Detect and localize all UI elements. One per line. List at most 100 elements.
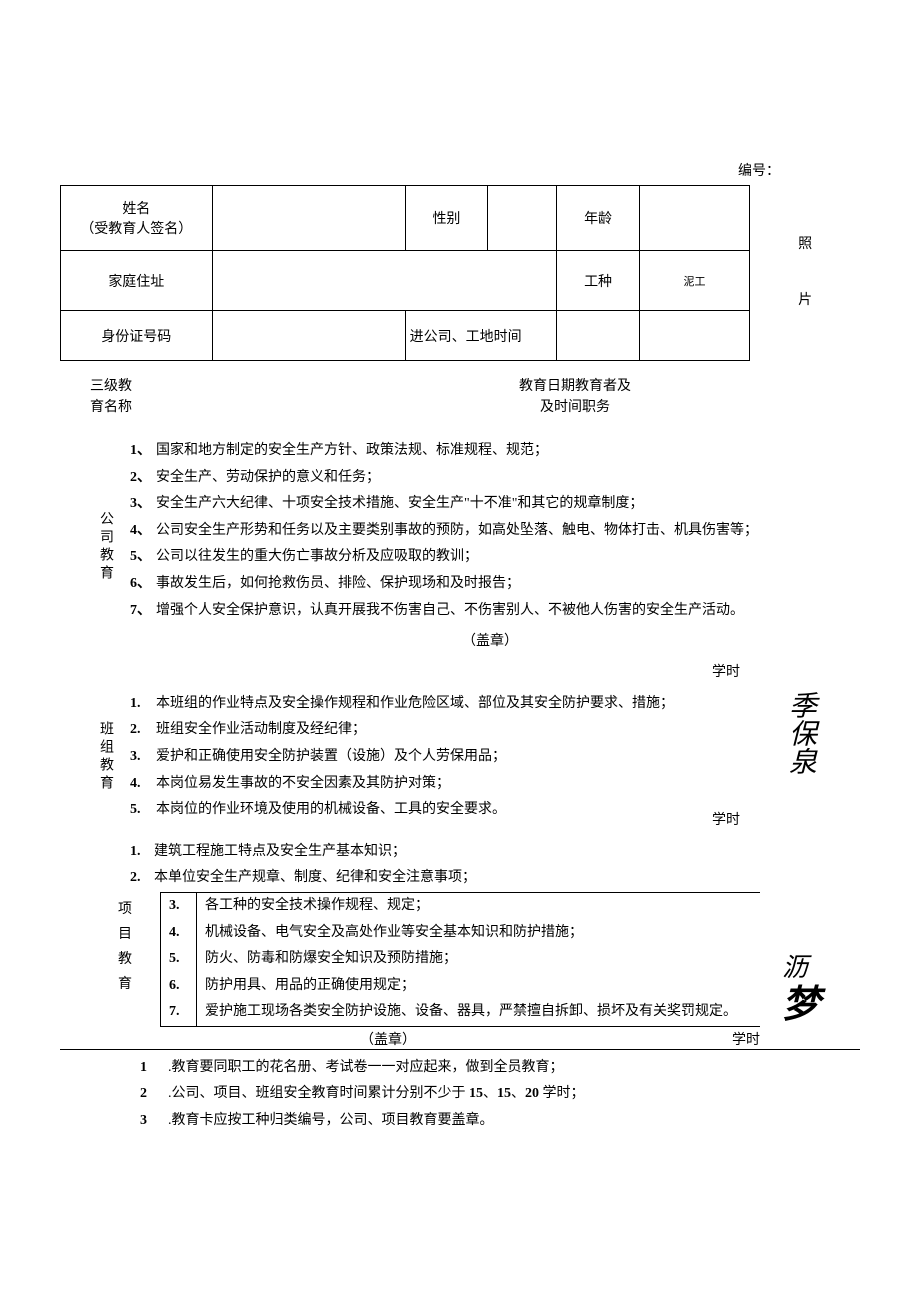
list-item: 2.本单位安全生产规章、制度、纪律和安全注意事项；: [130, 865, 860, 892]
project-stamp-line: （盖章） 学时: [60, 1029, 860, 1050]
team-edu-label: 班组教育: [90, 686, 120, 829]
project-stamp: （盖章）: [360, 1029, 416, 1049]
pl-char: 项: [118, 902, 132, 917]
level-header-left: 三级教 育名称: [90, 376, 170, 418]
item-text: 本岗位的作业环境及使用的机械设备、工具的安全要求。: [156, 797, 740, 824]
list-item: 7、增强个人安全保护意识，认真开展我不伤害自己、不伤害别人、不被他人伤害的安全生…: [130, 598, 850, 625]
item-num: 2、: [130, 465, 156, 492]
note-item: 2.公司、项目、班组安全教育时间累计分别不少于 15、15、20 学时；: [140, 1081, 860, 1108]
item-num: 6.: [169, 973, 197, 1000]
team-edu-content: 1.本班组的作业特点及安全操作规程和作业危险区域、部位及其安全防护要求、措施； …: [120, 686, 860, 829]
company-edu-content: 1、国家和地方制定的安全生产方针、政策法规、标准规程、规范； 2、安全生产、劳动…: [120, 433, 860, 661]
lh-left-2: 育名称: [90, 400, 132, 415]
notes-section: 1.教育要同职工的花名册、考试卷一一对应起来，做到全员教育； 2.公司、项目、班…: [60, 1055, 860, 1135]
list-item: 6. 防护用具、用品的正确使用规定；: [160, 973, 760, 1000]
table-row: 家庭住址 工种 泥工: [61, 251, 861, 311]
note-item: 3.教育卡应按工种归类编号，公司、项目教育要盖章。: [140, 1108, 860, 1135]
item-text: 本岗位易发生事故的不安全因素及其防护对策；: [156, 771, 740, 798]
level-header-right: 教育日期教育者及 及时间职务: [170, 376, 860, 418]
list-item: 5. 防火、防毒和防爆安全知识及预防措施；: [160, 946, 760, 973]
item-num: 4、: [130, 518, 156, 545]
note-item: 1.教育要同职工的花名册、考试卷一一对应起来，做到全员教育；: [140, 1055, 860, 1082]
list-item: 4、公司安全生产形势和任务以及主要类别事故的预防，如高处坠落、触电、物体打击、机…: [130, 518, 850, 545]
project-education-section: 1.建筑工程施工特点及安全生产基本知识； 2.本单位安全生产规章、制度、纪律和安…: [60, 839, 860, 1050]
item-num: 5.: [169, 946, 197, 973]
job-type-label: 工种: [557, 251, 640, 311]
lh-right-1: 教育日期教育者及: [519, 379, 631, 394]
bold-num: 15: [497, 1086, 511, 1101]
item-num: 4.: [169, 920, 197, 947]
item-text: 建筑工程施工特点及安全生产基本知识；: [154, 839, 406, 866]
item-num: 7、: [130, 598, 156, 625]
project-edu-label: 项 目 教 育: [110, 892, 140, 1027]
gender-value: [488, 186, 557, 251]
item-num: 2.: [130, 717, 156, 744]
pl-char: 教: [118, 952, 132, 967]
list-item: 3.爱护和正确使用安全防护装置（设施）及个人劳保用品；: [130, 744, 740, 771]
item-text: 事故发生后，如何抢救伤员、排险、保护现场和及时报告；: [156, 571, 850, 598]
table-row: 姓名 （受教育人签名） 性别 年龄 照 片: [61, 186, 861, 251]
item-num: 6、: [130, 571, 156, 598]
item-text: 爱护施工现场各类安全防护设施、设备、器具，严禁擅自拆卸、损坏及有关奖罚规定。: [205, 999, 737, 1026]
project-hours: 学时: [732, 1029, 760, 1049]
item-text: 防火、防毒和防爆安全知识及预防措施；: [205, 946, 457, 973]
company-education-section: 公司教育 1、国家和地方制定的安全生产方针、政策法规、标准规程、规范； 2、安全…: [60, 433, 860, 661]
company-stamp: （盖章）: [130, 629, 850, 656]
item-num: 1.: [130, 691, 156, 718]
list-item: 2.班组安全作业活动制度及经纪律；: [130, 717, 740, 744]
company-edu-label: 公司教育: [90, 433, 120, 661]
item-text: 各工种的安全技术操作规程、规定；: [205, 893, 429, 920]
list-item: 7. 爱护施工现场各类安全防护设施、设备、器具，严禁擅自拆卸、损坏及有关奖罚规定。: [160, 999, 760, 1027]
doc-number: 编号：: [60, 160, 860, 180]
item-num: 3.: [169, 893, 197, 920]
project-list: 3. 各工种的安全技术操作规程、规定； 4. 机械设备、电气安全及高处作业等安全基本…: [140, 892, 760, 1027]
project-sig-col: 沥 梦: [760, 892, 860, 1027]
item-text: 机械设备、电气安全及高处作业等安全基本知识和防护措施；: [205, 920, 583, 947]
item-num: 1、: [130, 438, 156, 465]
pl-char: 目: [118, 927, 132, 942]
bold-num: 15: [469, 1086, 483, 1101]
item-num: 4.: [130, 771, 156, 798]
id-label: 身份证号码: [61, 311, 213, 361]
list-item: 1、国家和地方制定的安全生产方针、政策法规、标准规程、规范；: [130, 438, 850, 465]
sig-char-2: 梦: [782, 984, 820, 1026]
list-item: 5、公司以往发生的重大伤亡事故分析及应吸取的教训；: [130, 544, 850, 571]
photo-cell: 照 片: [750, 186, 860, 361]
list-item: 1.建筑工程施工特点及安全生产基本知识；: [130, 839, 860, 866]
item-num: 1.: [130, 839, 154, 866]
entry-value-2: [639, 311, 749, 361]
item-text: 本班组的作业特点及安全操作规程和作业危险区域、部位及其安全防护要求、措施；: [156, 691, 740, 718]
name-label: 姓名 （受教育人签名）: [61, 186, 213, 251]
note-num: 1: [140, 1055, 168, 1082]
item-text: 本单位安全生产规章、制度、纪律和安全注意事项；: [154, 865, 476, 892]
project-signature: 沥 梦: [782, 952, 820, 1029]
sig-char-1: 沥: [782, 953, 808, 982]
item-text: 班组安全作业活动制度及经纪律；: [156, 717, 740, 744]
item-text: 安全生产、劳动保护的意义和任务；: [156, 465, 850, 492]
item-num: 3、: [130, 491, 156, 518]
lh-right-2: 及时间职务: [540, 400, 610, 415]
item-num: 7.: [169, 999, 197, 1026]
note-text: .教育卡应按工种归类编号，公司、项目教育要盖章。: [168, 1108, 494, 1135]
team-signature: 季保泉: [780, 691, 820, 775]
entry-label: 进公司、工地时间: [405, 311, 557, 361]
bold-num: 20: [525, 1086, 539, 1101]
list-item: 3、安全生产六大纪律、十项安全技术措施、安全生产"十不准"和其它的规章制度；: [130, 491, 850, 518]
level-header: 三级教 育名称 教育日期教育者及 及时间职务: [60, 376, 860, 418]
id-value: [212, 311, 405, 361]
job-type-value: 泥工: [639, 251, 749, 311]
item-num: 5.: [130, 797, 156, 824]
list-item: 6、事故发生后，如何抢救伤员、排险、保护现场和及时报告；: [130, 571, 850, 598]
address-value: [212, 251, 557, 311]
list-item: 2、安全生产、劳动保护的意义和任务；: [130, 465, 850, 492]
item-text: 安全生产六大纪律、十项安全技术措施、安全生产"十不准"和其它的规章制度；: [156, 491, 850, 518]
gender-label: 性别: [405, 186, 488, 251]
photo-label-1: 照: [798, 237, 812, 252]
item-num: 2.: [130, 865, 154, 892]
project-intro: 1.建筑工程施工特点及安全生产基本知识； 2.本单位安全生产规章、制度、纪律和安…: [60, 839, 860, 892]
project-body: 项 目 教 育 3. 各工种的安全技术操作规程、规定； 4. 机械设备、电气安全及高…: [60, 892, 860, 1027]
team-hours: 学时: [712, 809, 740, 829]
item-text: 防护用具、用品的正确使用规定；: [205, 973, 415, 1000]
table-row: 身份证号码 进公司、工地时间: [61, 311, 861, 361]
item-text: 爱护和正确使用安全防护装置（设施）及个人劳保用品；: [156, 744, 740, 771]
